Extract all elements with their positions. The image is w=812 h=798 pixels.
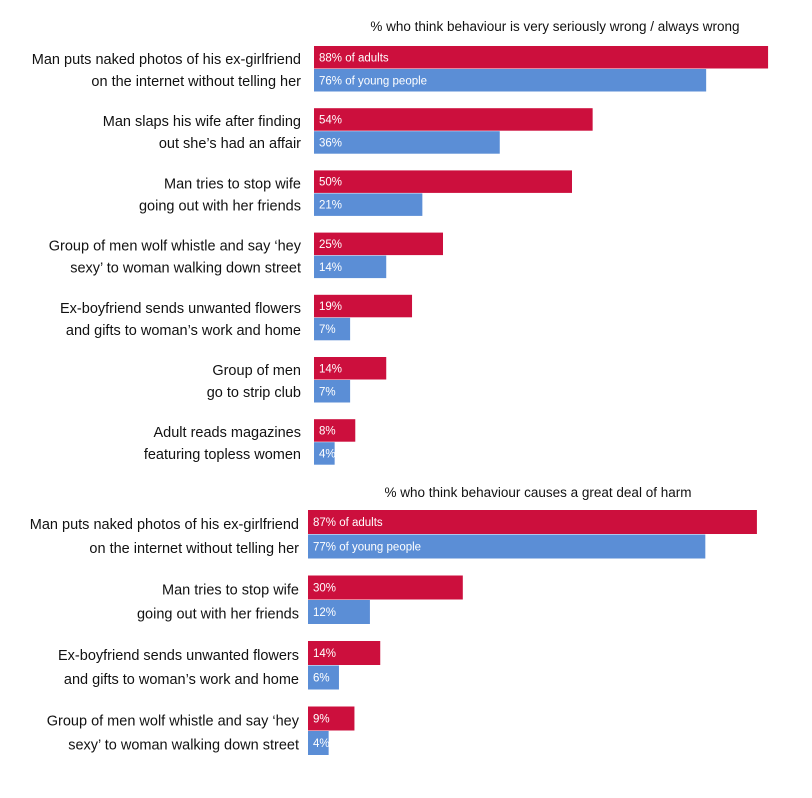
data-label: 36% [319,137,342,149]
category-label: Ex-boyfriend sends unwanted flowers [60,301,301,317]
category-label: go to strip club [207,385,301,401]
bar-young-people [314,131,500,154]
data-label: 54% [319,114,342,126]
category-label: Group of men wolf whistle and say ‘hey [47,714,300,730]
data-label: 9% [313,714,330,726]
category-label: and gifts to woman’s work and home [64,672,299,688]
bar-young-people [314,442,335,465]
bar-young-people [308,731,329,755]
category-label: going out with her friends [139,198,301,214]
category-label: on the internet without telling her [91,74,301,90]
category-label: out she’s had an affair [159,136,301,152]
data-label: 12% [313,607,336,619]
data-label: 21% [319,200,342,212]
data-label: 7% [319,386,336,398]
bar-young-people [308,600,370,624]
bar-adults [308,706,355,731]
category-label: featuring topless women [144,447,301,463]
category-label: Man puts naked photos of his ex-girlfrie… [30,517,299,533]
bar-adults [314,294,413,318]
category-label: Man slaps his wife after finding [103,114,301,130]
bar-young-people [314,317,351,341]
bar-adults [308,641,381,665]
bar-adults [314,108,593,131]
bar-adults [314,419,356,442]
bar-adults [314,46,769,69]
bar-young-people [314,255,387,279]
category-label: Group of men wolf whistle and say ‘hey [49,239,302,255]
data-label: 6% [313,673,330,685]
data-label: 14% [319,363,342,375]
bar-adults [308,575,463,600]
category-label: on the internet without telling her [89,541,299,557]
data-label: 14% [313,648,336,660]
data-label: 4% [319,448,336,460]
category-label: sexy’ to woman walking down street [68,738,299,754]
chart-title: % who think behaviour causes a great dea… [385,485,692,500]
category-label: Man tries to stop wife [164,176,301,192]
category-label: Group of men [212,363,301,379]
bar-young-people [308,665,339,690]
data-label: 19% [319,301,342,313]
category-label: Man puts naked photos of his ex-girlfrie… [32,52,301,68]
category-label: going out with her friends [137,607,299,623]
bar-young-people [314,69,707,92]
category-label: and gifts to woman’s work and home [66,323,301,339]
bar-adults [314,170,572,193]
category-label: Ex-boyfriend sends unwanted flowers [58,648,299,664]
data-label: 76% of young people [319,75,427,87]
bar-adults [314,357,387,380]
bar-young-people [314,193,423,216]
bar-adults [308,510,757,534]
data-label: 14% [319,262,342,274]
data-label: 88% of adults [319,52,389,64]
bar-young-people [314,380,351,403]
data-label: 50% [319,177,342,189]
data-label: 30% [313,583,336,595]
category-label: Adult reads magazines [154,425,302,441]
data-label: 77% of young people [313,542,421,554]
data-label: 4% [313,738,330,750]
data-label: 8% [319,425,336,437]
category-label: sexy’ to woman walking down street [70,261,301,277]
data-label: 87% of adults [313,517,383,529]
chart-title: % who think behaviour is very seriously … [370,19,739,34]
data-label: 7% [319,324,336,336]
bar-young-people [308,534,706,559]
category-label: Man tries to stop wife [162,583,299,599]
bar-adults [314,232,443,256]
data-label: 25% [319,239,342,251]
